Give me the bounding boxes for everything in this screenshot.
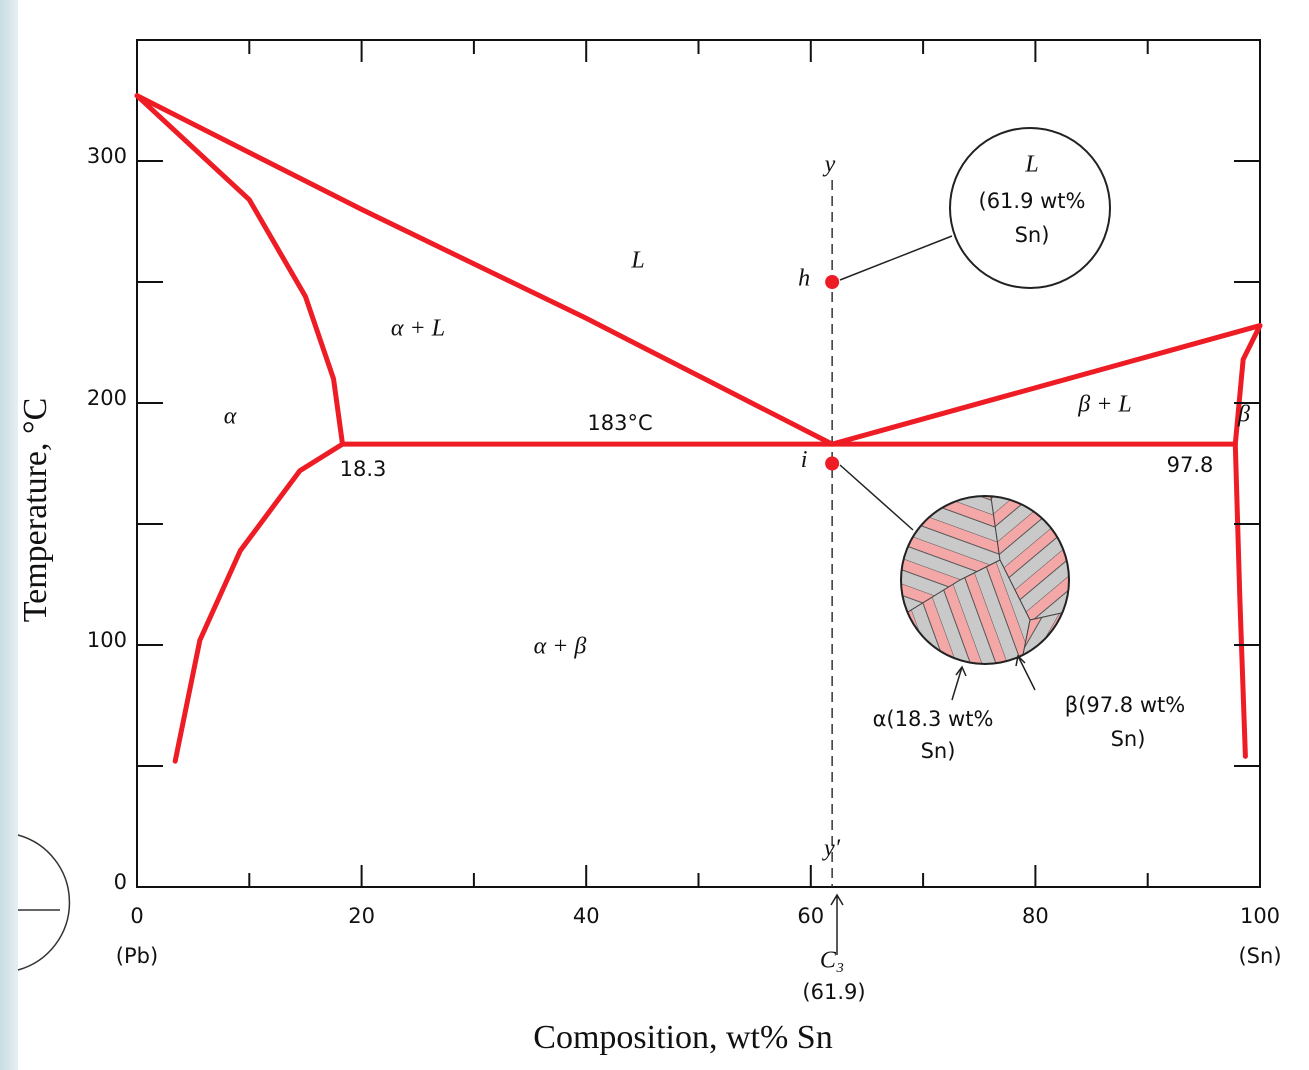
phase-boundary (829, 323, 1263, 447)
temperature-label: 183°C (587, 411, 652, 435)
inset-label: Sn) (921, 739, 956, 763)
region-label: L (630, 248, 644, 274)
line-label: y (823, 152, 836, 178)
inset-label: β(97.8 wt% (1065, 693, 1185, 717)
x-end-label: (Sn) (1238, 944, 1281, 968)
x-tick-label: 60 (797, 904, 824, 928)
connector (839, 235, 953, 281)
y-tick-label: 300 (87, 144, 127, 168)
phase-boundary (172, 441, 346, 764)
region-label: α + β (534, 634, 587, 660)
y-tick-label: 100 (87, 628, 127, 652)
point-label: i (801, 447, 808, 473)
phase-boundary (1232, 441, 1248, 759)
composition-label: 97.8 (1167, 453, 1214, 477)
inset-label: L (1024, 152, 1038, 178)
x-axis-title: Composition, wt% Sn (533, 1019, 832, 1056)
arrow (830, 893, 844, 955)
edge-circle (17, 834, 71, 971)
state-point (825, 275, 840, 289)
y-axis-title: Temperature, °C (17, 398, 54, 623)
region-label: β (1237, 402, 1250, 428)
connector (839, 464, 914, 531)
phase-boundary (1232, 323, 1263, 447)
phase-boundary (134, 93, 346, 447)
x-tick-label: 40 (573, 904, 600, 928)
x-tick-label: 0 (130, 904, 143, 928)
microstructure-outline (900, 495, 1070, 665)
microstructure (901, 496, 1069, 664)
liquid-inset (949, 127, 1111, 289)
x-tick-label: 80 (1022, 904, 1049, 928)
inset-label: (61.9 wt% (979, 189, 1086, 213)
y-tick-label: 0 (114, 870, 127, 894)
region-label: α (224, 404, 237, 430)
region-label: β + L (1077, 392, 1132, 418)
composition-label: 18.3 (340, 457, 387, 481)
inset-label: Sn) (1015, 223, 1050, 247)
inset-label: Sn) (1111, 727, 1146, 751)
x-tick-label: 20 (348, 904, 375, 928)
phase-boundary (134, 93, 835, 447)
inset-label: α(18.3 wt% (873, 707, 994, 731)
y-tick-label: 200 (87, 386, 127, 410)
state-point (825, 456, 840, 471)
page-edge (0, 0, 18, 1070)
arrow (1015, 654, 1036, 691)
arrow (951, 665, 967, 701)
composition-line-value: (61.9) (802, 980, 865, 1004)
region-label: α + L (391, 316, 445, 342)
line-label: y′ (822, 836, 841, 862)
composition-line-label: C₃ (820, 948, 844, 974)
x-end-label: (Pb) (116, 944, 158, 968)
x-tick-label: 100 (1240, 904, 1280, 928)
point-label: h (798, 266, 810, 292)
